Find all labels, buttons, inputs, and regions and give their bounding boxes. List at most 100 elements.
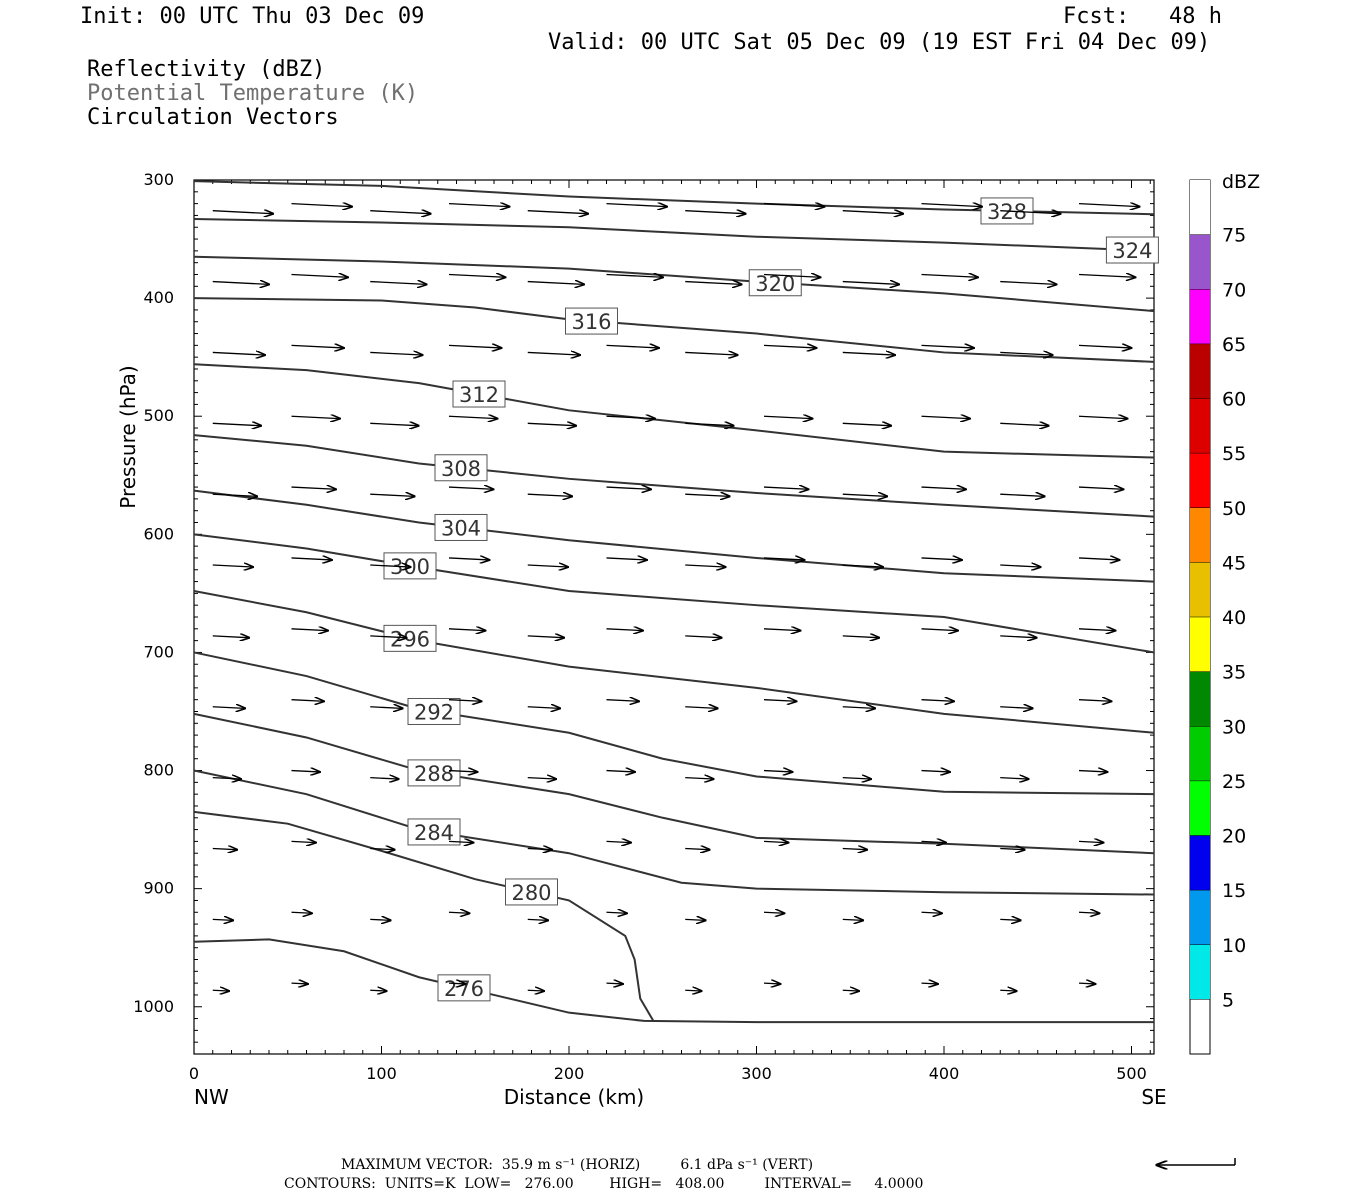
x-end-label-left: NW <box>194 1085 229 1109</box>
colorbar-label: 40 <box>1222 607 1246 629</box>
circulation-vector <box>763 771 792 772</box>
circulation-vector <box>291 204 352 207</box>
circulation-vector <box>212 494 257 496</box>
circulation-vector <box>212 636 249 638</box>
isentrope-276 <box>193 938 1154 1024</box>
circulation-vector <box>606 912 627 913</box>
colorbar-segment <box>1190 180 1210 235</box>
circulation-vector <box>685 352 737 355</box>
circulation-vector <box>370 352 422 355</box>
x-tick-label: 200 <box>554 1064 585 1083</box>
colorbar-segment <box>1190 944 1210 1000</box>
circulation-vector <box>448 841 473 842</box>
circulation-vector <box>763 912 784 913</box>
circulation-vector <box>370 707 402 709</box>
isentrope-label-box <box>407 697 461 725</box>
colorbar-label: 60 <box>1222 389 1246 411</box>
isentrope-label-box <box>748 269 802 297</box>
circulation-vector <box>212 919 233 920</box>
circulation-vector <box>527 282 584 285</box>
isentrope-label-box <box>434 454 488 482</box>
circulation-vector <box>1078 416 1127 418</box>
circulation-vector <box>1000 919 1020 920</box>
circulation-vector <box>606 204 667 207</box>
circulation-vector <box>842 919 863 920</box>
circulation-vector <box>1078 204 1139 207</box>
y-tick-label: 1000 <box>133 997 174 1016</box>
forecast-hour: Fcst: 48 h <box>1063 4 1222 29</box>
colorbar-segment <box>1190 726 1210 781</box>
circulation-vector <box>448 912 469 913</box>
circulation-vector <box>921 416 970 418</box>
circulation-vector <box>606 771 635 772</box>
y-tick-label: 600 <box>143 524 174 543</box>
circulation-vector <box>212 778 241 779</box>
circulation-vector <box>212 707 245 709</box>
isentrope-label-box <box>452 380 506 408</box>
colorbar-segment <box>1190 289 1210 344</box>
isentrope-label: 284 <box>414 821 454 845</box>
isentrope-284 <box>193 769 1155 896</box>
circulation-vector <box>842 352 895 355</box>
colorbar-segment <box>1190 835 1210 891</box>
isentrope-label-box <box>505 878 558 906</box>
circulation-vector <box>606 629 643 631</box>
circulation-vector <box>291 487 336 489</box>
circulation-vector <box>763 983 780 984</box>
contours-info-text: CONTOURS: UNITS=K LOW= 276.00 HIGH= 408.… <box>284 1176 924 1192</box>
circulation-vector <box>1078 629 1115 631</box>
circulation-vector <box>448 416 497 418</box>
circulation-vector <box>527 707 560 709</box>
circulation-vector <box>527 848 552 849</box>
circulation-vector <box>685 565 725 567</box>
isentrope-label: 296 <box>390 627 430 651</box>
circulation-vector <box>370 990 386 991</box>
circulation-vector <box>291 841 316 842</box>
colorbar-segment <box>1190 507 1210 563</box>
circulation-vector <box>921 345 974 348</box>
circulation-vector <box>527 636 564 638</box>
isentrope-label: 276 <box>444 977 484 1001</box>
colorbar-segment <box>1190 890 1210 945</box>
circulation-vector <box>1000 565 1040 567</box>
colorbar-label: 20 <box>1222 826 1246 848</box>
circulation-vector <box>1078 558 1119 560</box>
circulation-vector <box>763 700 796 702</box>
circulation-vector <box>685 919 705 920</box>
circulation-vector <box>1078 983 1095 984</box>
colorbar-label: 65 <box>1222 334 1246 356</box>
circulation-vector <box>291 700 324 702</box>
field-potential-temperature: Potential Temperature (K) <box>87 81 419 106</box>
isentrope-280 <box>193 810 655 1022</box>
circulation-vector <box>921 983 938 984</box>
circulation-vector <box>527 990 544 991</box>
circulation-vector <box>1000 352 1052 355</box>
circulation-vector <box>842 778 871 779</box>
circulation-vector <box>921 487 966 489</box>
circulation-vector <box>1000 778 1028 779</box>
circulation-vector <box>1078 771 1107 772</box>
circulation-vector <box>527 565 568 567</box>
valid-time: Valid: 00 UTC Sat 05 Dec 09 (19 EST Fri … <box>548 30 1211 55</box>
circulation-vector <box>606 416 655 418</box>
circulation-vector <box>763 629 800 631</box>
circulation-vector <box>212 282 269 285</box>
circulation-vector <box>291 558 332 560</box>
circulation-vector <box>842 211 903 214</box>
y-tick-label: 800 <box>143 761 174 780</box>
isentrope-label: 308 <box>441 457 481 481</box>
circulation-vector <box>448 274 505 277</box>
circulation-vector <box>212 565 253 567</box>
isentrope-label: 312 <box>459 383 499 407</box>
circulation-vector <box>685 494 729 496</box>
circulation-vector <box>370 778 398 779</box>
circulation-vector <box>685 423 733 425</box>
circulation-vector <box>842 636 879 638</box>
circulation-vector <box>921 841 946 842</box>
colorbar-label: 25 <box>1222 771 1246 793</box>
colorbar-segment <box>1190 234 1210 290</box>
colorbar-segment <box>1190 562 1210 617</box>
colorbar-segment <box>1190 343 1210 399</box>
circulation-vector <box>842 494 887 496</box>
